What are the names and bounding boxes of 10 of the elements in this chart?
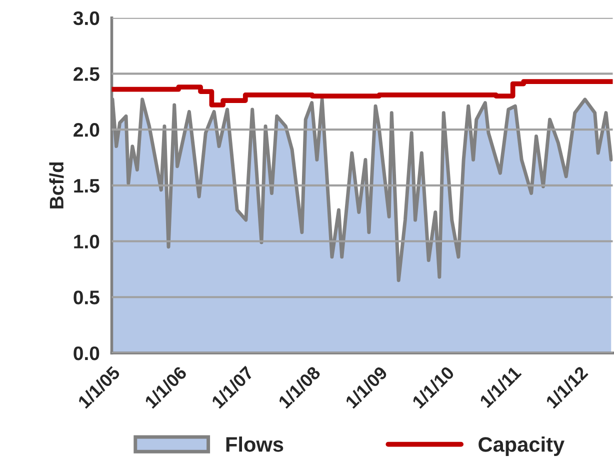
- y-tick-label: 2.0: [74, 123, 100, 137]
- y-tick-label: 1.5: [74, 179, 100, 193]
- y-tick-label: 0.5: [74, 290, 100, 304]
- y-tick-label: 2.5: [74, 67, 100, 81]
- y-tick-label: 0.0: [74, 346, 100, 360]
- y-tick-label: 1.0: [74, 234, 100, 249]
- y-tick-label: 3.0: [73, 11, 100, 26]
- legend-label: Capacity: [478, 436, 564, 456]
- legend-label: Flows: [226, 436, 284, 452]
- y-axis-title: Bcf/d: [49, 162, 64, 208]
